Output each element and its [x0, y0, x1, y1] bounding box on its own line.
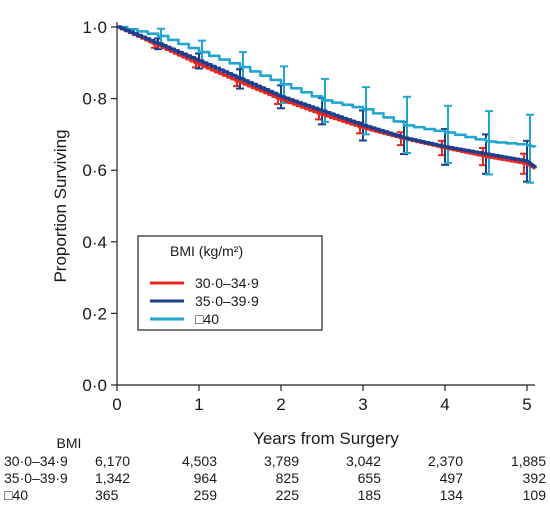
- survival-line-series-2: [117, 25, 537, 169]
- risk-count: 4,503: [182, 453, 217, 469]
- legend-title: BMI (kg/m²): [170, 243, 243, 259]
- risk-count: 6,170: [95, 453, 130, 469]
- legend: BMI (kg/m²) 30·0–34·9 35·0–39·9 □40: [137, 235, 323, 331]
- risk-count: 655: [358, 470, 382, 486]
- risk-count: 2,370: [428, 453, 463, 469]
- survival-line-series-3: [117, 25, 537, 148]
- risk-count: 392: [523, 470, 547, 486]
- legend-label: 30·0–34·9: [195, 275, 259, 291]
- risk-row-label: □40: [4, 487, 28, 503]
- risk-table-header: BMI: [57, 435, 82, 451]
- legend-label: □40: [195, 311, 219, 327]
- legend-label: 35·0–39·9: [195, 293, 259, 309]
- axes-layer: 0·0 0·2 0·4 0·6 0·8 1·0 0 1 2 3 4 5 Years from Surge…: [51, 18, 535, 448]
- y-tick-label: 0·8: [82, 90, 107, 109]
- y-tick-label: 0·2: [82, 304, 107, 323]
- y-tick-label: 0·0: [82, 376, 107, 395]
- risk-count: 134: [440, 487, 464, 503]
- risk-count: 3,042: [346, 453, 381, 469]
- y-axis-title: Proportion Surviving: [51, 129, 70, 282]
- risk-count: 185: [358, 487, 382, 503]
- x-tick-label: 3: [358, 395, 367, 414]
- risk-count: 825: [276, 470, 300, 486]
- risk-count: 1,885: [511, 453, 546, 469]
- numbers-at-risk-table: BMI 30·0–34·9 6,170 4,503 3,789 3,042 2,370 1,8…: [4, 435, 546, 503]
- x-tick-label: 0: [112, 395, 121, 414]
- x-tick-label: 4: [440, 395, 449, 414]
- risk-count: 1,342: [95, 470, 130, 486]
- survival-line-series-1: [117, 25, 537, 170]
- risk-count: 3,789: [264, 453, 299, 469]
- ci-bar: [526, 113, 534, 184]
- x-axis-title: Years from Surgery: [253, 429, 399, 448]
- ci-bar: [444, 104, 452, 165]
- y-tick-label: 0·6: [82, 161, 107, 180]
- risk-count: 259: [194, 487, 218, 503]
- y-tick-label: 0·4: [82, 233, 107, 252]
- risk-count: 365: [95, 487, 119, 503]
- x-tick-label: 5: [522, 395, 531, 414]
- risk-row-label: 30·0–34·9: [4, 453, 68, 469]
- risk-row-label: 35·0–39·9: [4, 470, 68, 486]
- risk-count: 109: [523, 487, 547, 503]
- risk-count: 225: [276, 487, 300, 503]
- y-tick-label: 1·0: [82, 18, 107, 37]
- risk-count: 497: [440, 470, 464, 486]
- risk-count: 964: [194, 470, 218, 486]
- x-tick-label: 1: [194, 395, 203, 414]
- survival-lines-layer: [117, 25, 537, 170]
- x-tick-label: 2: [276, 395, 285, 414]
